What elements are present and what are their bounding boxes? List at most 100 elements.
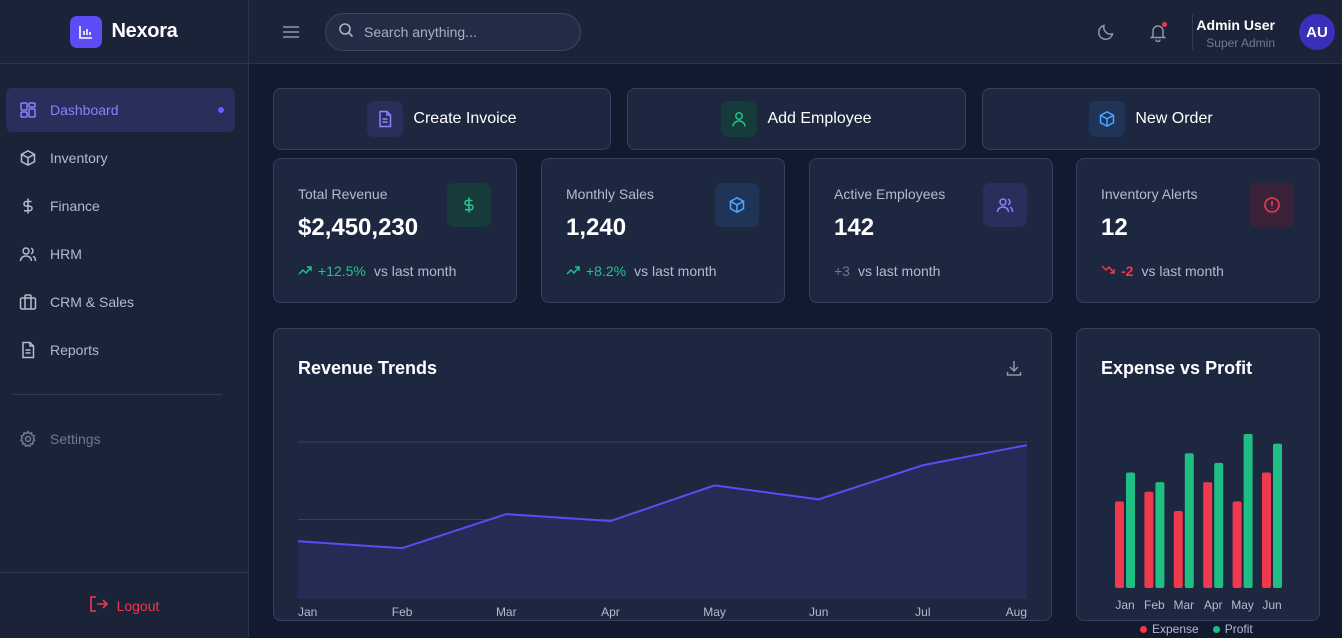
chart-logo-icon [70,15,103,48]
bar-profit [1155,482,1165,588]
user-name: Admin User [1196,17,1275,33]
card-title: Expense vs Profit [1101,358,1253,378]
stat-change: -2 [1121,263,1134,279]
stat-change: +8.2% [586,263,627,279]
stat-trend: -2 vs last month [1101,263,1224,279]
briefcase-icon [18,292,38,312]
series-line [297,444,1028,550]
legend-item: Profit [1212,622,1253,636]
x-tick-label: Jun [1262,598,1281,612]
sidebar-item-label: HRM [50,246,82,262]
legend-item: Expense [1140,622,1199,636]
x-tick-label: Mar [496,605,517,619]
avatar[interactable]: AU [1299,14,1335,50]
sidebar-item-settings[interactable]: Settings [6,417,235,461]
menu-icon[interactable] [282,22,300,42]
sidebar: Nexora Dashboard Inventory Finance [0,0,249,638]
stat-trend: +3 vs last month [834,263,940,279]
x-tick-label: Feb [392,605,413,619]
x-tick-label: Jul [915,605,930,619]
sidebar-item-label: CRM & Sales [50,294,135,310]
search-input[interactable] [364,24,564,40]
search-bar [325,13,581,51]
brand[interactable]: Nexora [0,0,248,64]
bar-expense [1232,501,1242,588]
add-employee-label: Add Employee [767,110,872,127]
x-tick-label: May [1231,598,1254,612]
sidebar-item-label: Inventory [50,150,108,166]
moon-icon[interactable] [1095,21,1117,43]
add-employee-button[interactable]: Add Employee [627,88,966,150]
stat-change: +3 [834,263,850,279]
stat-suffix: vs last month [373,263,457,279]
create-invoice-label: Create Invoice [413,110,517,127]
bar-profit [1184,453,1194,588]
stat-trend: +8.2% vs last month [566,263,717,279]
x-tick-label: Jan [298,605,317,619]
bell-icon[interactable] [1147,21,1169,43]
top-bar: Admin User Super Admin AU [249,0,1342,64]
box-icon [1089,101,1126,137]
stat-card-monthly-sales: Monthly Sales 1,240 +8.2% vs last month [541,158,785,303]
sidebar-item-reports[interactable]: Reports [6,328,235,372]
create-invoice-button[interactable]: Create Invoice [273,88,611,150]
x-tick-label: Apr [601,605,620,619]
notification-dot [1162,22,1167,27]
stat-value: $2,450,230 [298,214,419,241]
download-icon[interactable] [1005,359,1023,377]
active-indicator [218,107,224,113]
bar-profit [1243,434,1253,588]
brand-name: Nexora [111,20,178,42]
file-icon [367,101,404,137]
stat-title: Inventory Alerts [1101,186,1198,202]
sidebar-item-crm-sales[interactable]: CRM & Sales [6,280,235,324]
file-icon [18,340,38,360]
stat-title: Active Employees [834,186,946,202]
sidebar-item-label: Reports [50,342,100,358]
x-tick-label: Feb [1144,598,1165,612]
dashboard-icon [18,100,38,120]
stat-title: Total Revenue [298,186,388,202]
sidebar-item-hrm[interactable]: HRM [6,232,235,276]
stat-value: 12 [1101,214,1128,241]
legend-label: Profit [1224,622,1253,636]
sidebar-item-finance[interactable]: Finance [6,184,235,228]
search-icon [338,22,354,43]
sidebar-item-label: Dashboard [50,102,119,118]
x-tick-label: Jun [809,605,828,619]
card-title: Revenue Trends [298,358,438,378]
trend-up-icon [298,263,312,279]
bar-expense [1173,511,1183,588]
stat-change: +12.5% [318,263,366,279]
bar-profit [1273,443,1282,588]
logout-icon [89,595,109,616]
users-icon [983,183,1027,227]
alert-icon [1250,183,1294,227]
x-tick-label: Apr [1204,598,1223,612]
stat-suffix: vs last month [857,263,941,279]
sidebar-item-label: Settings [50,431,101,447]
x-tick-label: Jan [1115,598,1134,612]
sidebar-item-dashboard[interactable]: Dashboard [6,88,235,132]
bar-profit [1126,472,1135,588]
bar-expense [1203,482,1213,588]
chart-legend: Expense Profit [1140,622,1253,636]
dollar-icon [447,183,491,227]
stat-suffix: vs last month [634,263,717,279]
logout-label: Logout [116,597,160,614]
box-icon [18,148,38,168]
x-tick-label: May [703,605,726,619]
logout-button[interactable]: Logout [0,572,248,638]
stat-card-active-employees: Active Employees 142 +3 vs last month [809,158,1053,303]
dollar-icon [18,196,38,216]
legend-swatch [1212,625,1220,633]
new-order-button[interactable]: New Order [982,88,1320,150]
stat-value: 142 [834,214,875,241]
sidebar-nav: Dashboard Inventory Finance HRM CRM & [0,64,248,461]
user-role: Super Admin [1206,36,1275,50]
stat-card-inventory-alerts: Inventory Alerts 12 -2 vs last month [1076,158,1320,303]
sidebar-item-label: Finance [50,198,100,214]
sidebar-item-inventory[interactable]: Inventory [6,136,235,180]
expense-profit-chart: Jan Feb Mar Apr May Jun [1115,434,1282,612]
x-tick-label: Aug [1006,605,1027,619]
